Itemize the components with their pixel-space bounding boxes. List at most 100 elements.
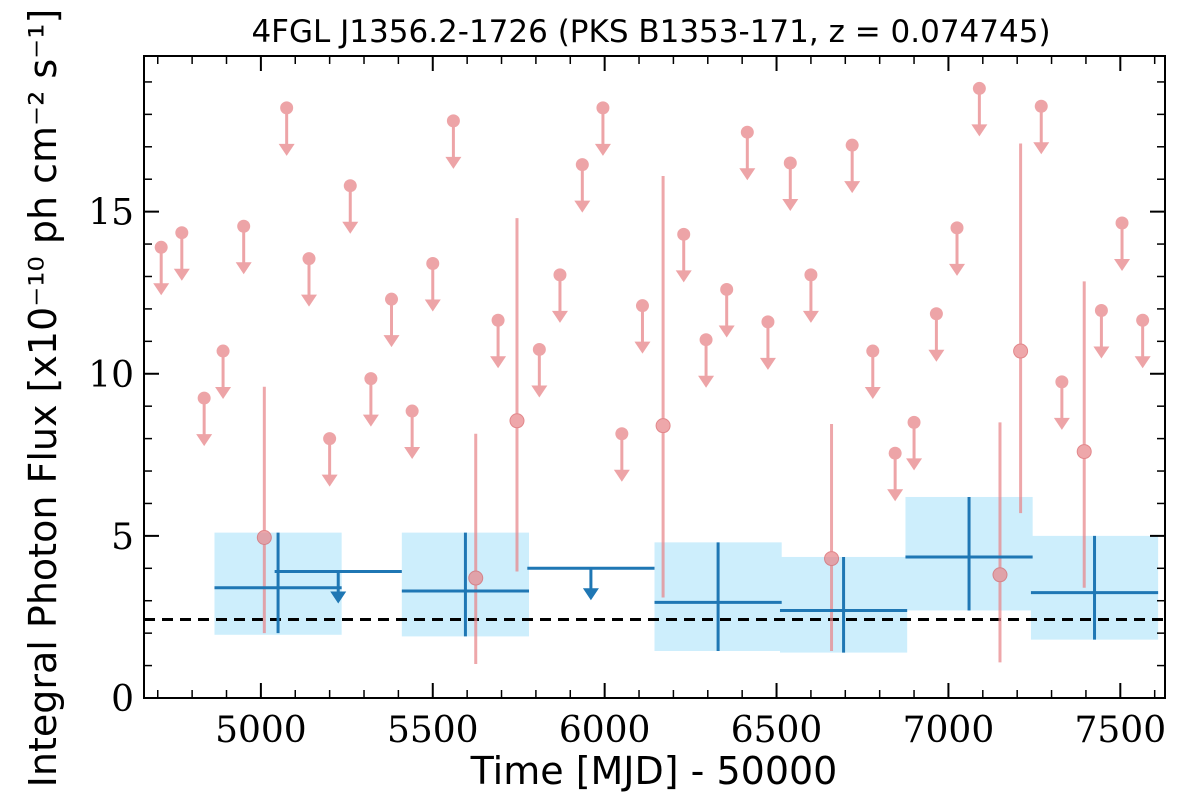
long-bin-detection [1030,535,1159,640]
short-bin-point [426,257,440,271]
short-bin-detection [655,175,671,598]
short-bin-upper-limit [383,292,400,348]
upper-limit-arrowhead [342,221,359,234]
short-bin-point [804,268,818,282]
short-bin-upper-limit [718,282,735,338]
x-tick-label: 7000 [903,710,995,751]
short-bin-upper-limit [342,179,359,234]
short-bin-point [972,81,986,95]
upper-limit-arrowhead [278,143,295,156]
short-bin-point [1076,444,1092,460]
short-bin-upper-limit [906,415,923,471]
short-bin-upper-limit [445,114,462,169]
upper-limit-arrowhead [782,199,799,211]
short-bin-series [153,81,1151,664]
upper-limit-arrowhead [594,143,611,156]
short-bin-point [405,404,419,418]
upper-limit-arrowhead [844,181,861,194]
short-bin-upper-limit [759,315,776,370]
short-bin-point [1094,304,1108,318]
upper-limit-arrowhead [321,474,338,487]
upper-limit-arrowhead [759,357,776,370]
short-bin-point [761,315,775,329]
short-bin-point [907,415,921,429]
x-tick-label: 5000 [215,710,307,751]
upper-limit-arrowhead [1114,258,1131,271]
short-bin-point [154,240,168,254]
upper-limit-arrowhead [1134,356,1151,369]
short-bin-point [824,551,840,567]
short-bin-upper-limit [864,344,881,400]
short-bin-detection [256,386,272,634]
upper-limit-arrowhead [196,434,213,447]
short-bin-upper-limit [301,252,318,307]
short-bin-upper-limit [153,240,170,296]
short-bin-upper-limit [404,404,421,460]
short-bin-point [740,125,754,139]
short-bin-point [385,292,399,306]
upper-limit-arrowhead [613,469,630,482]
x-tick-label: 6000 [559,710,651,751]
x-tick-labels: 5000 5500 6000 6500 7000 7500 [215,710,1166,751]
short-bin-detection [468,433,484,664]
short-bin-point [364,372,378,386]
short-bin-upper-limit [235,219,252,275]
short-bin-point [280,101,294,115]
short-bin-point [950,221,964,235]
short-bin-upper-limit [424,257,441,312]
y-axis-title: Integral Photon Flux [x10⁻¹⁰ ph cm⁻² s⁻¹… [21,9,65,788]
upper-limit-arrowhead [490,356,507,369]
short-bin-detection [1013,143,1029,514]
short-bin-point [509,413,525,429]
short-bin-upper-limit [1033,99,1050,155]
long-bin-detection [779,556,908,653]
short-bin-detection [824,424,840,651]
upper-limit-arrowhead [582,588,599,601]
upper-limit-arrowhead [906,458,923,471]
short-bin-point [1115,216,1129,230]
upper-limit-arrowhead [718,325,735,338]
x-axis-title: Time [MJD] - 50000 [470,749,838,793]
short-bin-point [929,307,943,321]
upper-limit-arrowhead [362,414,379,427]
short-bin-point [175,226,189,240]
short-bin-upper-limit [1093,304,1110,359]
short-bin-point [866,344,880,358]
long-bin-upper-limit [527,566,655,601]
upper-limit-arrowhead [739,168,756,181]
short-bin-upper-limit [173,226,190,281]
y-tick-labels: 0 5 10 15 [88,193,134,720]
long-bin-detection [401,532,530,637]
long-bin-detection [654,542,782,651]
long-bin-series [214,496,1159,653]
short-bin-point [1034,99,1048,113]
upper-limit-arrowhead [949,263,966,276]
short-bin-detection [992,422,1008,663]
upper-limit-arrowhead [1053,417,1070,430]
upper-limit-arrowhead [864,387,881,400]
upper-limit-arrowhead [971,124,988,137]
x-tick-label: 7500 [1074,710,1166,751]
short-bin-point [596,101,610,115]
short-bin-point [1013,343,1029,359]
short-bin-point [845,138,859,152]
upper-limit-arrowhead [928,349,945,362]
short-bin-point [468,570,484,586]
short-bin-upper-limit [362,372,379,427]
short-bin-upper-limit [1134,313,1151,369]
upper-limit-arrowhead [802,310,819,323]
upper-limit-arrowhead [1093,346,1110,359]
short-bin-upper-limit [802,268,819,323]
short-bin-point [553,268,567,282]
short-bin-upper-limit [675,227,692,283]
short-bin-upper-limit [887,446,904,502]
short-bin-upper-limit [215,344,232,400]
long-bin-upper-limit [274,570,402,604]
y-tick-label: 10 [88,355,134,396]
short-bin-point [635,299,649,313]
short-bin-upper-limit [490,313,507,369]
upper-limit-arrowhead [173,268,190,281]
upper-limit-arrowhead [153,283,170,296]
short-bin-upper-limit [278,101,295,156]
